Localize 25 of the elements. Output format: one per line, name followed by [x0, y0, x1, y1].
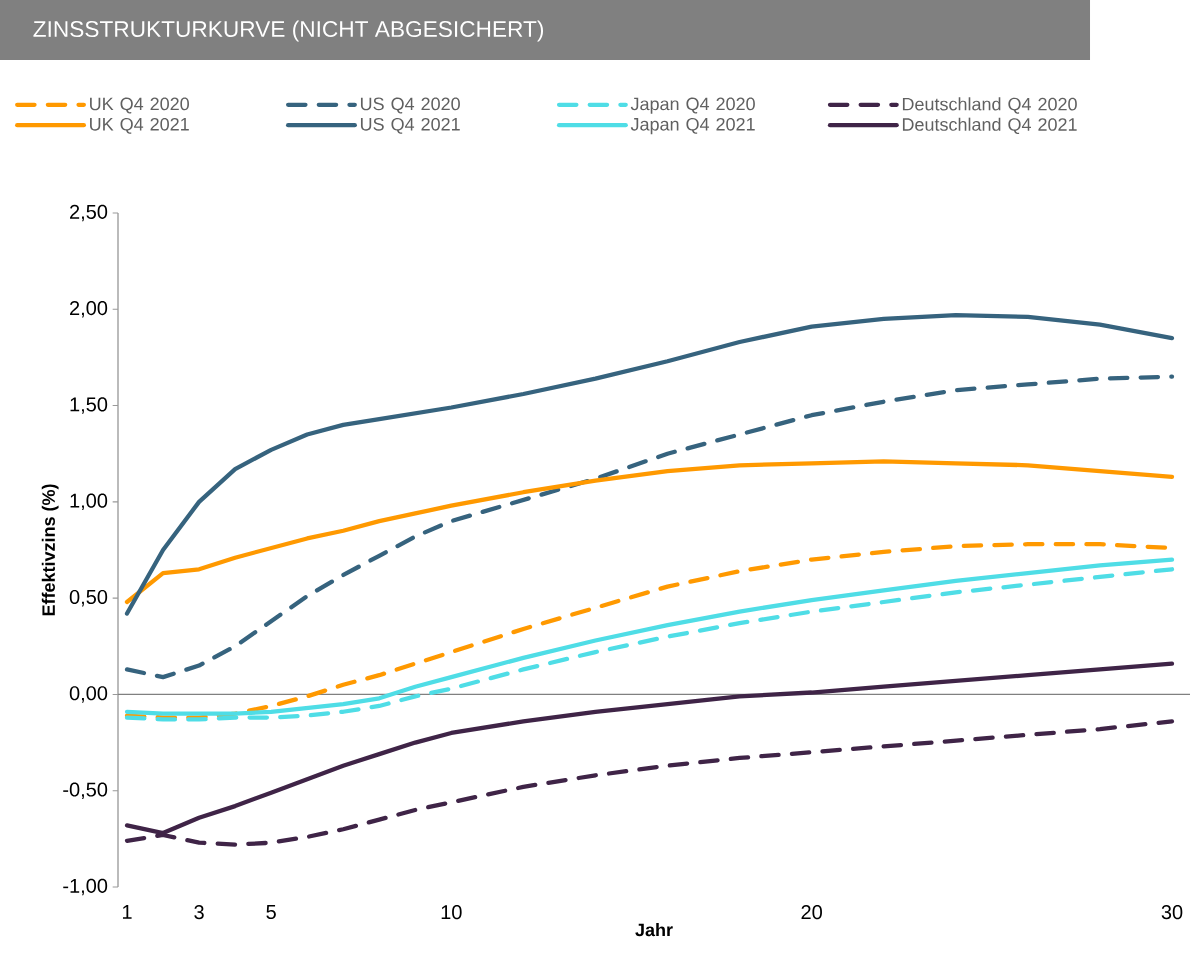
y-tick-label: 0,50	[69, 589, 108, 607]
legend-label: UK Q4 2021	[90, 117, 189, 134]
x-tick-label: 5	[266, 905, 276, 919]
y-axis-title: Effektivzins (%)	[41, 484, 59, 616]
y-tick-label: 1,00	[70, 493, 108, 511]
legend-label: Japan Q4 2021	[630, 117, 755, 135]
y-tick-label: 0,00	[69, 686, 108, 703]
y-tick-label: 2,00	[70, 301, 108, 318]
legend-label: UK Q4 2020	[90, 97, 189, 114]
y-tick-label: 1,50	[70, 397, 108, 414]
x-tick-label: 30	[1161, 905, 1183, 920]
y-tick-label: -0,50	[63, 782, 108, 799]
y-tick-label: -1,00	[63, 878, 108, 896]
x-axis-title: Jahr	[635, 923, 673, 937]
y-tick-label: 2,50	[70, 204, 108, 222]
x-tick-label: 20	[801, 905, 822, 920]
legend-label: Deutschland Q4 2020	[902, 97, 1077, 114]
legend-label: Japan Q4 2020	[630, 97, 755, 114]
legend-label: US Q4 2020	[360, 97, 460, 114]
legend-label: Deutschland Q4 2021	[902, 117, 1077, 135]
x-tick-label: 3	[194, 905, 204, 920]
x-tick-label: 1	[122, 905, 132, 919]
legend-label: US Q4 2021	[360, 117, 460, 134]
chart-title: ZINSSTRUKTURKURVE (NICHT ABGESICHERT)	[33, 20, 544, 42]
x-tick-label: 10	[441, 905, 462, 920]
